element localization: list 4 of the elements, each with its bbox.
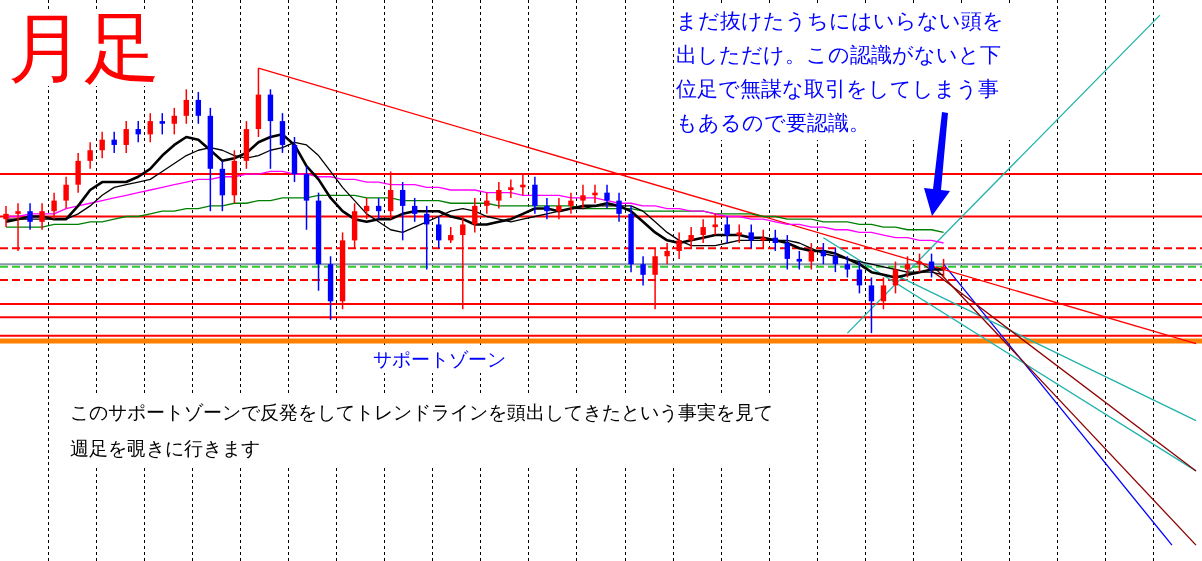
text: このサポートゾーンで反発をしてトレンドラインを頭出してきたという事実を見て週足を覗きに行きます bbox=[70, 394, 776, 466]
chart-title: 月足 bbox=[8, 3, 160, 92]
annotation: まだ抜けたうちにはいらない頭を出しただけ。この認識がないと下位足で無謀な取引をしてしまう事もあるので要認識。 bbox=[676, 4, 1012, 140]
ref-line-label: サポートゾーン bbox=[372, 347, 506, 374]
